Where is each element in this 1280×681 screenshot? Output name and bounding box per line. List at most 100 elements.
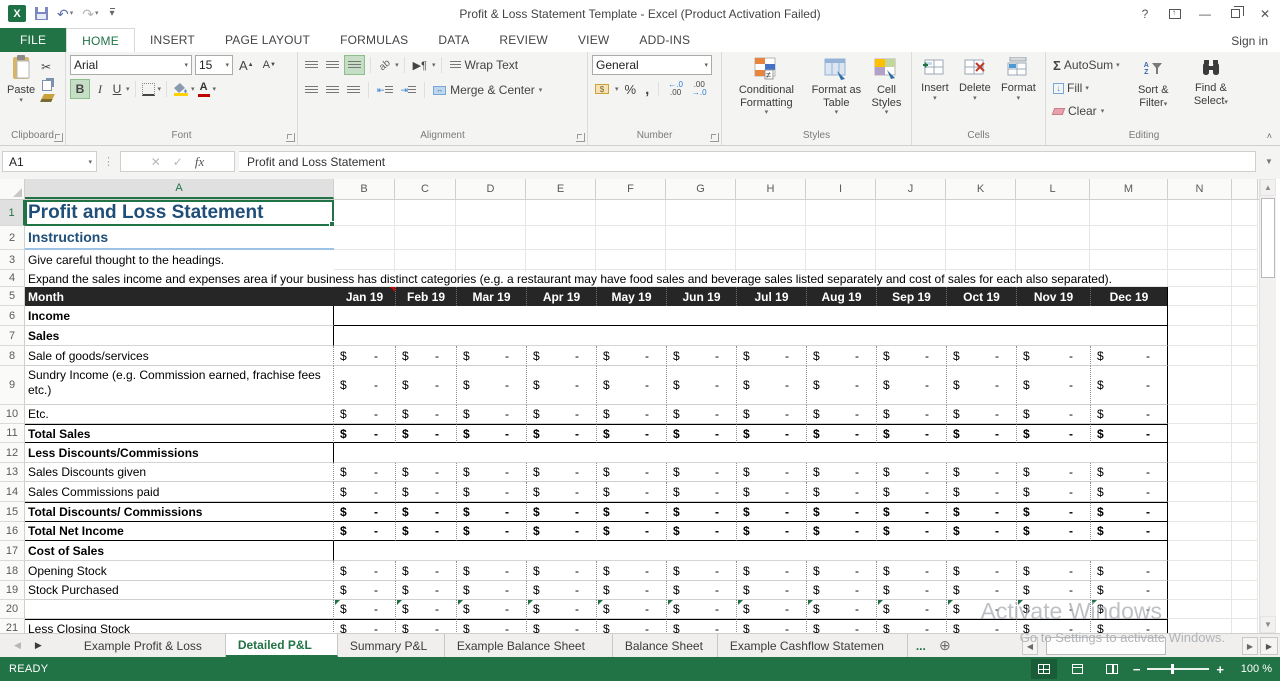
grid-cell[interactable]: $ - — [526, 502, 596, 522]
format-as-table-button[interactable]: Format as Table ▾ — [807, 55, 866, 129]
column-header-F[interactable]: F — [596, 179, 666, 199]
grid-cell[interactable]: $ - — [1016, 463, 1090, 482]
grid-cell[interactable]: $ - — [1016, 366, 1090, 405]
scroll-down-icon[interactable]: ▼ — [1260, 616, 1276, 633]
grid-cell[interactable] — [1090, 541, 1168, 561]
column-header-extra[interactable] — [1232, 179, 1258, 199]
fill-color-button[interactable] — [173, 82, 188, 96]
grid-cell[interactable]: $ - — [806, 619, 876, 633]
grid-cell[interactable] — [666, 226, 736, 250]
grid-cell[interactable] — [1232, 250, 1258, 270]
column-header-G[interactable]: G — [666, 179, 736, 199]
page-layout-view-button[interactable] — [1065, 659, 1091, 679]
grid-cell[interactable] — [596, 250, 666, 270]
grid-cell[interactable] — [806, 541, 876, 561]
column-header-N[interactable]: N — [1168, 179, 1232, 199]
grid-cell[interactable]: $ - — [334, 581, 395, 600]
grid-cell[interactable]: $ - — [666, 502, 736, 522]
grid-cell[interactable] — [876, 200, 946, 226]
column-header-D[interactable]: D — [456, 179, 526, 199]
horizontal-scroll-thumb[interactable] — [1046, 637, 1166, 655]
undo-button[interactable]: ↶ ▾ — [57, 5, 74, 22]
grid-cell[interactable]: $ - — [596, 463, 666, 482]
grid-cell[interactable] — [1016, 226, 1090, 250]
grid-cell[interactable]: $ - — [395, 463, 456, 482]
grid-cell[interactable]: $ - — [806, 482, 876, 502]
row-header-16[interactable]: 16 — [0, 522, 25, 541]
grid-cell[interactable]: $ - — [1016, 502, 1090, 522]
grid-cell[interactable] — [526, 200, 596, 226]
grid-cell[interactable] — [1168, 405, 1232, 424]
grid-cell[interactable]: $ - — [1016, 561, 1090, 581]
grid-cell[interactable] — [1168, 250, 1232, 270]
grid-cell[interactable] — [1232, 366, 1258, 405]
orientation-dropdown[interactable]: ▾ — [395, 62, 399, 69]
month-header-cell[interactable]: Sep 19 — [876, 287, 946, 306]
cell-A1[interactable]: Profit and Loss Statement — [25, 200, 335, 227]
grid-cell[interactable]: $ - — [1016, 619, 1090, 633]
grid-cell[interactable] — [1168, 306, 1232, 326]
grid-cell[interactable]: $ - — [736, 463, 806, 482]
grid-cell[interactable] — [1016, 443, 1090, 463]
grid-cell[interactable]: $ - — [806, 405, 876, 424]
grid-cell[interactable]: $ - — [1090, 405, 1168, 424]
grid-cell[interactable] — [1168, 424, 1232, 443]
grid-cell[interactable]: $ - — [736, 405, 806, 424]
column-header-H[interactable]: H — [736, 179, 806, 199]
decrease-decimal-button[interactable]: .00 →.0 — [691, 80, 707, 97]
row-header-17[interactable]: 17 — [0, 541, 25, 561]
increase-indent-button[interactable]: ⇥ — [398, 80, 420, 100]
grid-cell[interactable]: $ - — [526, 346, 596, 366]
ribbon-display-options-button[interactable] — [1160, 3, 1190, 25]
grid-cell[interactable]: $ - — [395, 482, 456, 502]
grid-cell[interactable] — [456, 200, 526, 226]
grid-cell[interactable] — [1232, 270, 1258, 287]
grid-cell[interactable]: $ - — [596, 346, 666, 366]
increase-decimal-button[interactable]: ←.0.00 — [668, 80, 683, 97]
grid-cell[interactable]: $ - — [946, 346, 1016, 366]
cell-A17[interactable]: Cost of Sales — [25, 541, 334, 561]
autosum-button[interactable]: Σ AutoSum ▾ — [1053, 57, 1120, 73]
grid-cell[interactable] — [395, 200, 456, 226]
grid-cell[interactable] — [806, 200, 876, 226]
grid-cell[interactable] — [1090, 200, 1168, 226]
font-color-dropdown[interactable]: ▾ — [212, 86, 217, 93]
row-header-1[interactable]: 1 — [0, 200, 25, 226]
text-direction-dropdown[interactable]: ▾ — [432, 62, 436, 69]
underline-button[interactable]: U — [112, 82, 122, 96]
grid-cell[interactable]: $ - — [1090, 561, 1168, 581]
menu-tab-formulas[interactable]: FORMULAS — [340, 33, 409, 47]
grid-cell[interactable] — [1090, 306, 1168, 326]
row-header-7[interactable]: 7 — [0, 326, 25, 346]
grid-cell[interactable]: $ - — [456, 600, 526, 619]
sheet-tab-detailed-p-l[interactable]: Detailed P&L — [225, 634, 338, 657]
grid-cell[interactable]: $ - — [1016, 581, 1090, 600]
scroll-corner-icon[interactable]: ▶ — [1260, 637, 1278, 655]
borders-dropdown[interactable]: ▾ — [157, 86, 162, 93]
conditional-formatting-button[interactable]: ≠ Conditional Formatting ▾ — [726, 55, 807, 129]
grid-cell[interactable] — [946, 250, 1016, 270]
help-button[interactable]: ? — [1141, 6, 1149, 21]
horizontal-scrollbar[interactable]: ◀ ▶ — [1022, 637, 1258, 655]
accounting-dropdown[interactable]: ▾ — [615, 86, 619, 93]
menu-tab-page-layout[interactable]: PAGE LAYOUT — [224, 33, 311, 47]
select-all-corner[interactable] — [0, 179, 25, 199]
grid-cell[interactable] — [526, 326, 596, 346]
grid-cell[interactable]: $ - — [946, 502, 1016, 522]
grid-cell[interactable]: $ - — [1016, 424, 1090, 443]
grid-cell[interactable] — [1090, 250, 1168, 270]
column-header-E[interactable]: E — [526, 179, 596, 199]
insert-cells-button[interactable]: Insert ▾ — [918, 55, 952, 129]
grid-cell[interactable] — [526, 443, 596, 463]
grid-cell[interactable] — [334, 226, 395, 250]
cell-A18[interactable]: Opening Stock — [25, 561, 334, 581]
grid-cell[interactable] — [1016, 541, 1090, 561]
grid-cell[interactable] — [946, 443, 1016, 463]
grid-cell[interactable]: $ - — [876, 482, 946, 502]
clear-button[interactable]: Clear ▾ — [1050, 101, 1123, 121]
grid-cell[interactable]: $ - — [946, 405, 1016, 424]
grid-cell[interactable] — [1016, 306, 1090, 326]
grid-cell[interactable] — [666, 326, 736, 346]
cell-A2[interactable]: Instructions — [25, 226, 334, 250]
grid-cell[interactable]: $ - — [946, 600, 1016, 619]
